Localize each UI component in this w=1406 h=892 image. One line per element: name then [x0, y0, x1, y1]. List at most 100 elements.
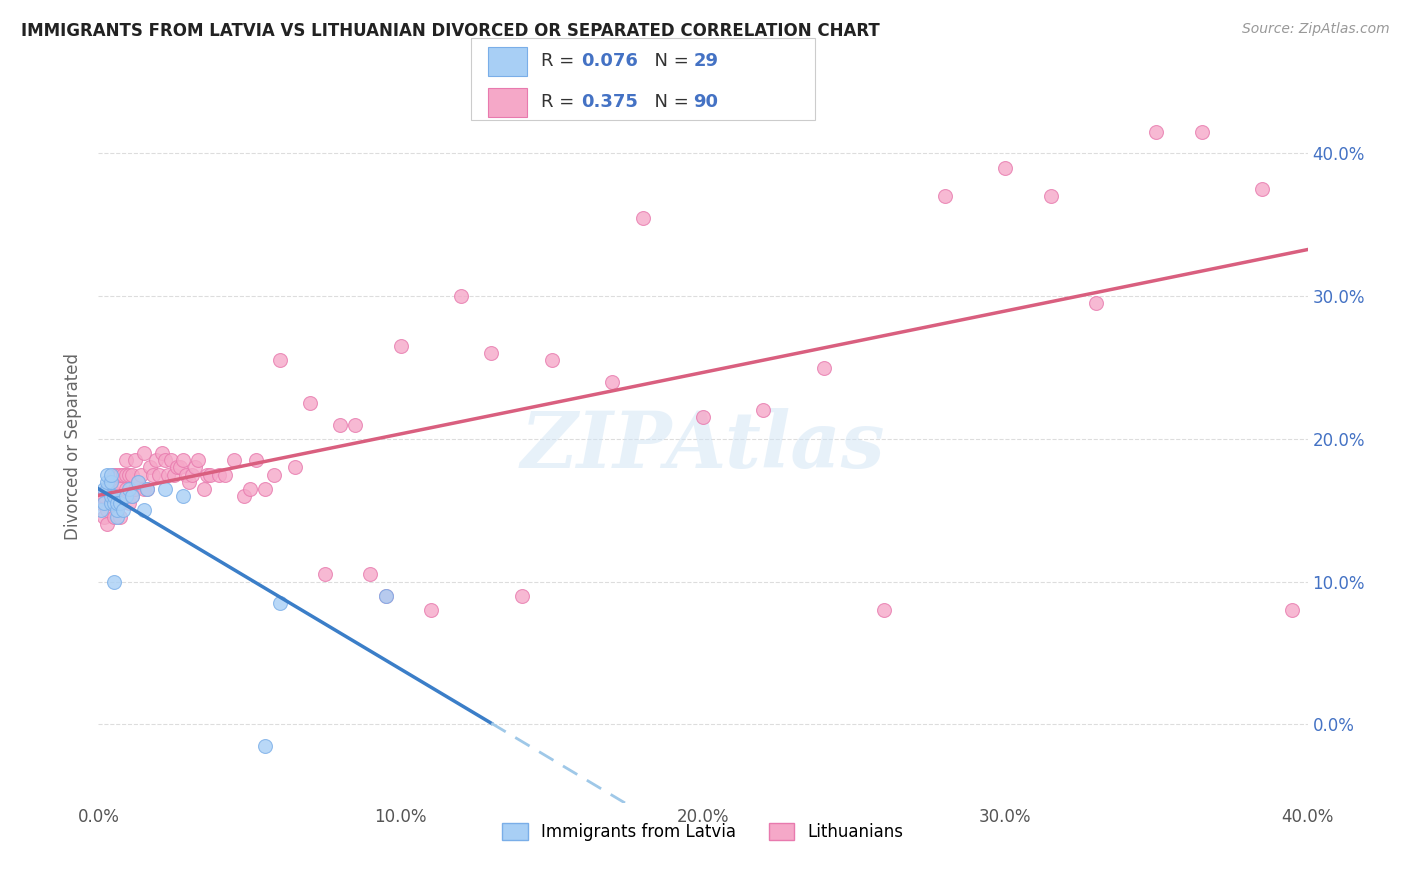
Point [602, 375, 624, 389]
Point [135, 482, 157, 496]
Point [96, 475, 118, 489]
Point [108, 496, 131, 510]
Point [153, 482, 176, 496]
Point [135, 482, 157, 496]
Point [245, 453, 267, 467]
Text: N =: N = [643, 53, 695, 70]
Point [132, 503, 155, 517]
Point [103, 496, 125, 510]
Point [934, 189, 956, 203]
Point [150, 446, 173, 460]
Point [100, 467, 122, 482]
Point [187, 453, 209, 467]
Point [374, 589, 396, 603]
Point [111, 503, 134, 517]
Point [172, 489, 194, 503]
Point [253, 482, 276, 496]
Point [208, 467, 231, 482]
Point [253, 739, 276, 753]
Point [994, 161, 1017, 175]
Point [132, 482, 155, 496]
Point [145, 453, 167, 467]
Point [103, 489, 125, 503]
Point [105, 510, 128, 524]
Point [111, 489, 134, 503]
Point [93, 482, 115, 496]
Point [156, 467, 179, 482]
Point [1281, 603, 1303, 617]
Point [118, 467, 141, 482]
Point [114, 489, 136, 503]
Text: 90: 90 [693, 94, 718, 112]
Point [224, 453, 246, 467]
Point [108, 510, 131, 524]
Point [100, 496, 122, 510]
Point [200, 467, 222, 482]
Point [540, 353, 562, 368]
Point [96, 482, 118, 496]
Point [93, 510, 115, 524]
Point [100, 489, 122, 503]
Point [166, 460, 188, 475]
Point [105, 503, 128, 517]
Point [1039, 189, 1062, 203]
Point [195, 467, 218, 482]
Text: R =: R = [541, 53, 581, 70]
Point [111, 467, 134, 482]
Point [299, 396, 322, 410]
Point [100, 482, 122, 496]
Point [873, 603, 896, 617]
Point [100, 475, 122, 489]
Point [103, 489, 125, 503]
Point [481, 346, 503, 360]
Point [139, 460, 162, 475]
Point [1085, 296, 1108, 310]
Point [114, 482, 136, 496]
Point [103, 510, 125, 524]
Point [193, 482, 215, 496]
Point [163, 467, 186, 482]
Point [239, 482, 262, 496]
Text: IMMIGRANTS FROM LATVIA VS LITHUANIAN DIVORCED OR SEPARATED CORRELATION CHART: IMMIGRANTS FROM LATVIA VS LITHUANIAN DIV… [21, 22, 880, 40]
Point [114, 467, 136, 482]
Point [1251, 182, 1274, 196]
Point [450, 289, 472, 303]
Point [174, 467, 197, 482]
Point [124, 453, 146, 467]
Point [114, 453, 136, 467]
Point [108, 482, 131, 496]
Point [314, 567, 336, 582]
Point [153, 453, 176, 467]
Point [100, 496, 122, 510]
Point [103, 467, 125, 482]
Point [121, 467, 143, 482]
Point [100, 475, 122, 489]
Point [1144, 125, 1167, 139]
Point [214, 467, 236, 482]
Point [90, 496, 112, 510]
Point [132, 446, 155, 460]
Point [118, 496, 141, 510]
Point [124, 482, 146, 496]
Point [181, 467, 204, 482]
Point [232, 489, 254, 503]
Point [127, 475, 149, 489]
Point [105, 496, 128, 510]
Point [121, 489, 143, 503]
Point [118, 482, 141, 496]
Point [96, 517, 118, 532]
Point [631, 211, 654, 225]
Point [93, 496, 115, 510]
Text: N =: N = [643, 94, 695, 112]
Legend: Immigrants from Latvia, Lithuanians: Immigrants from Latvia, Lithuanians [496, 816, 910, 848]
Point [1191, 125, 1213, 139]
Point [344, 417, 367, 432]
Point [96, 503, 118, 517]
Point [129, 467, 152, 482]
Point [148, 467, 170, 482]
Point [179, 475, 201, 489]
Point [93, 489, 115, 503]
Text: 29: 29 [693, 53, 718, 70]
Point [420, 603, 443, 617]
Point [813, 360, 835, 375]
